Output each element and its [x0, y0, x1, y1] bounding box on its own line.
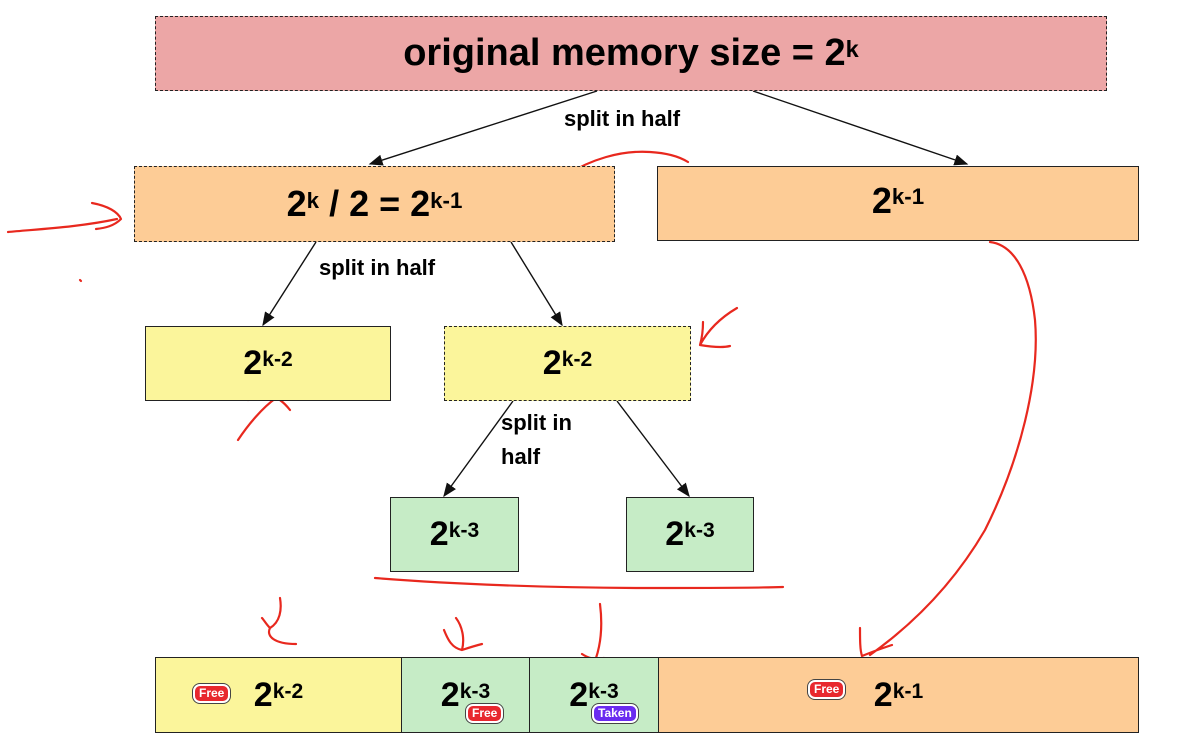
root-exponent: k: [845, 36, 859, 63]
segment-3-taken-badge: Taken: [592, 704, 638, 723]
segment-3-base: 2: [569, 675, 589, 714]
split-label-2: split in half: [319, 255, 436, 280]
memory-bar-segment-2: 2 k-3: [401, 657, 530, 733]
level1-left-prefix: 2: [286, 183, 307, 224]
segment-2-exponent: k-3: [459, 679, 491, 703]
segment-1-free-badge: Free: [193, 684, 231, 703]
level2-left-block: 2 k-2: [145, 326, 391, 401]
annotation-hook-2: [442, 616, 484, 652]
annotation-curve-top: [564, 150, 690, 177]
arrow-l1-left: [262, 241, 317, 327]
segment-2-base: 2: [440, 675, 460, 714]
segment-4-exponent: k-1: [892, 679, 924, 703]
connector-arrows: [262, 90, 969, 498]
annotation-underline: [373, 576, 785, 590]
level1-left-prefix-exponent: k: [306, 187, 320, 213]
annotation-tick-l2: [698, 306, 739, 349]
annotation-arrow-left: [6, 201, 123, 234]
annotation-hook-1: [260, 596, 298, 646]
level2-left-base: 2: [243, 344, 263, 382]
segment-4-base: 2: [873, 675, 893, 714]
arrow-root-right: [752, 90, 969, 166]
annotation-hook-3: [580, 602, 606, 660]
level1-right-base: 2: [871, 179, 892, 221]
split-label-3-line1: split in: [501, 410, 572, 435]
segment-4-free-badge: Free: [808, 680, 846, 699]
annotation-long-curve: [858, 240, 1037, 658]
arrow-l2-right: [616, 400, 690, 498]
level3-right-exponent: k-3: [684, 519, 715, 543]
level3-left-base: 2: [429, 515, 449, 553]
split-label-3-line2: half: [501, 444, 541, 469]
level3-left-block: 2 k-3: [390, 497, 519, 572]
level1-right-block: 2 k-1: [657, 166, 1139, 241]
arrow-root-left: [368, 90, 598, 166]
level3-right-block: 2 k-3: [626, 497, 754, 572]
root-label: original memory size = 2: [403, 32, 846, 74]
annotation-arrow-l2-left: [236, 393, 292, 442]
segment-1-base: 2: [253, 675, 273, 714]
annotation-dot: [78, 278, 83, 283]
level1-right-exponent: k-1: [891, 184, 925, 210]
arrow-l2-left: [443, 400, 514, 498]
split-label-1: split in half: [564, 106, 681, 131]
level1-left-exponent: k-1: [430, 187, 463, 213]
level3-left-exponent: k-3: [448, 519, 480, 543]
level1-left-middle: / 2 = 2: [319, 183, 431, 224]
level2-left-exponent: k-2: [262, 348, 293, 372]
level2-right-block: 2 k-2: [444, 326, 691, 401]
segment-2-free-badge: Free: [466, 704, 504, 723]
memory-bar-segment-4: 2 k-1: [658, 657, 1139, 733]
segment-3-exponent: k-3: [588, 679, 619, 703]
level2-right-exponent: k-2: [561, 348, 593, 372]
level2-right-base: 2: [542, 344, 562, 382]
segment-1-exponent: k-2: [272, 679, 304, 703]
arrow-l1-right: [510, 241, 563, 327]
level3-right-base: 2: [665, 515, 685, 553]
